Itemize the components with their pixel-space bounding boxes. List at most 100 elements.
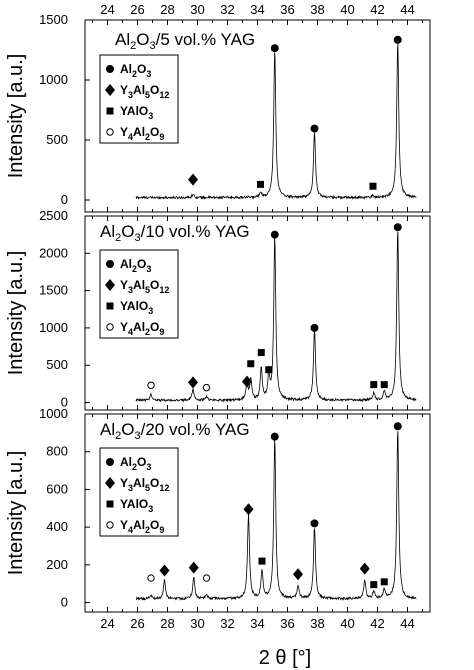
y-axis-title: Intensity [a.u.] bbox=[5, 251, 27, 376]
x-tick-label: 44 bbox=[400, 2, 414, 17]
peak-marker-yalo3 bbox=[257, 349, 265, 357]
peak-marker-al2o3 bbox=[270, 432, 279, 441]
x-tick-label: 30 bbox=[190, 616, 204, 631]
peak-marker-y3al5o12 bbox=[188, 561, 199, 574]
xrd-pattern-line bbox=[135, 231, 417, 403]
peak-marker-yalo3 bbox=[380, 578, 388, 586]
peak-marker-y4al2o9 bbox=[147, 381, 155, 390]
legend-symbol-y4al2o9 bbox=[106, 128, 114, 136]
y-tick-label: 1000 bbox=[39, 406, 68, 421]
legend: Al2O3 Y3Al5O12 YAlO3 Y4Al2O9 bbox=[99, 447, 179, 537]
y-tick-label: 0 bbox=[61, 395, 68, 410]
x-tick-label: 42 bbox=[370, 616, 384, 631]
panel-1: 24 26 28 30 32 34 36 38 40 42 44 0 500 1000 1500 Intens… bbox=[5, 2, 431, 213]
panel-2: 0 500 1000 1500 2000 2500 Intensity [a.u.] Al2O… bbox=[5, 208, 431, 411]
x-tick-label: 24 bbox=[100, 616, 114, 631]
panel-title: Al2O3/5 vol.% YAG bbox=[115, 30, 255, 52]
peak-marker-y4al2o9 bbox=[202, 574, 211, 582]
y-tick-label: 1500 bbox=[39, 12, 68, 27]
legend-label-y3al5o12: Y3Al5O12 bbox=[120, 83, 169, 100]
peak-marker-y3al5o12 bbox=[242, 375, 252, 388]
peak-marker-al2o3 bbox=[270, 230, 279, 239]
y-tick-label: 800 bbox=[46, 444, 68, 459]
x-tick-label: 32 bbox=[220, 616, 234, 631]
x-tick-label: 42 bbox=[370, 2, 384, 17]
peak-marker-yalo3 bbox=[369, 182, 377, 190]
y-tick-label: 500 bbox=[46, 132, 68, 147]
peak-marker-al2o3 bbox=[270, 44, 279, 53]
x-tick-label: 36 bbox=[280, 616, 294, 631]
x-tick-label: 34 bbox=[250, 2, 264, 17]
peak-marker-al2o3 bbox=[310, 519, 319, 528]
legend-label-al2o3: Al2O3 bbox=[120, 257, 151, 274]
peak-marker-y4al2o9 bbox=[202, 383, 211, 392]
legend-label-y4al2o9: Y4Al2O9 bbox=[120, 320, 164, 337]
legend-label-y4al2o9: Y4Al2O9 bbox=[120, 125, 164, 142]
x-tick-label: 34 bbox=[250, 616, 264, 631]
peak-marker-y3al5o12 bbox=[293, 568, 303, 581]
legend-label-y3al5o12: Y3Al5O12 bbox=[120, 476, 169, 493]
peak-marker-al2o3 bbox=[310, 323, 319, 332]
legend: Al2O3 Y3Al5O12 YAlO3 Y4Al2O9 bbox=[99, 249, 179, 339]
legend-label-y3al5o12: Y3Al5O12 bbox=[120, 278, 169, 295]
y-axis-title: Intensity [a.u.] bbox=[5, 451, 27, 576]
legend-label-y4al2o9: Y4Al2O9 bbox=[120, 518, 164, 535]
legend-label-al2o3: Al2O3 bbox=[120, 62, 151, 79]
peak-marker-al2o3 bbox=[393, 422, 402, 431]
legend-symbol-yalo3 bbox=[106, 107, 114, 115]
peak-marker-y3al5o12 bbox=[188, 376, 198, 389]
legend-symbol-y3al5o12 bbox=[105, 84, 115, 96]
y-tick-label: 0 bbox=[61, 595, 68, 610]
x-tick-label: 38 bbox=[310, 616, 324, 631]
y-tick-label: 1000 bbox=[39, 320, 68, 335]
peak-marker-y3al5o12 bbox=[188, 173, 198, 186]
legend-symbol-y3al5o12 bbox=[105, 279, 115, 291]
legend-symbol-al2o3 bbox=[106, 458, 114, 466]
x-tick-label: 26 bbox=[130, 2, 144, 17]
y-tick-label: 500 bbox=[46, 357, 68, 372]
peak-marker-y4al2o9 bbox=[147, 574, 155, 582]
peak-marker-yalo3 bbox=[247, 360, 255, 368]
peak-marker-al2o3 bbox=[310, 124, 319, 133]
x-axis-title: 2 θ [°] bbox=[259, 647, 311, 669]
y-tick-label: 200 bbox=[46, 557, 68, 572]
peak-marker-yalo3 bbox=[380, 381, 388, 389]
legend-box bbox=[99, 249, 179, 339]
y-axis-title: Intensity [a.u.] bbox=[5, 54, 27, 179]
peak-marker-yalo3 bbox=[370, 581, 378, 589]
peak-marker-yalo3 bbox=[258, 557, 266, 565]
panel-3: 24 26 28 30 32 34 36 38 40 42 44 0 200 400 600 800 1000 I… bbox=[5, 406, 431, 631]
legend-symbol-yalo3 bbox=[106, 302, 114, 310]
legend: Al2O3 Y3Al5O12 YAlO3 Y4Al2O9 bbox=[99, 54, 179, 144]
peak-marker-al2o3 bbox=[393, 35, 402, 44]
x-tick-label: 28 bbox=[160, 616, 174, 631]
x-tick-label: 30 bbox=[190, 2, 204, 17]
y-tick-label: 0 bbox=[61, 192, 68, 207]
y-tick-label: 2500 bbox=[39, 208, 68, 223]
peak-marker-yalo3 bbox=[265, 366, 273, 374]
y-tick-label: 2000 bbox=[39, 245, 68, 260]
legend-symbol-al2o3 bbox=[106, 65, 114, 73]
panel-title: Al2O3/20 vol.% YAG bbox=[100, 420, 250, 442]
legend-symbol-yalo3 bbox=[106, 500, 114, 508]
y-tick-label: 1500 bbox=[39, 283, 68, 298]
legend-symbol-y4al2o9 bbox=[106, 323, 114, 331]
panel-title: Al2O3/10 vol.% YAG bbox=[100, 222, 250, 244]
x-tick-label: 26 bbox=[130, 616, 144, 631]
x-tick-label: 38 bbox=[310, 2, 324, 17]
legend-label-yalo3: YAlO3 bbox=[120, 497, 153, 514]
x-tick-label: 44 bbox=[400, 616, 414, 631]
y-tick-label: 1000 bbox=[39, 72, 68, 87]
x-tick-label: 36 bbox=[280, 2, 294, 17]
legend-symbol-y3al5o12 bbox=[105, 477, 115, 489]
x-tick-label: 40 bbox=[340, 616, 354, 631]
legend-label-al2o3: Al2O3 bbox=[120, 455, 151, 472]
y-tick-label: 600 bbox=[46, 481, 68, 496]
legend-label-yalo3: YAlO3 bbox=[120, 299, 153, 316]
legend-symbol-al2o3 bbox=[106, 260, 114, 268]
x-tick-label: 32 bbox=[220, 2, 234, 17]
xrd-pattern-line bbox=[135, 431, 417, 602]
legend-label-yalo3: YAlO3 bbox=[120, 104, 153, 121]
peak-marker-yalo3 bbox=[257, 180, 264, 188]
